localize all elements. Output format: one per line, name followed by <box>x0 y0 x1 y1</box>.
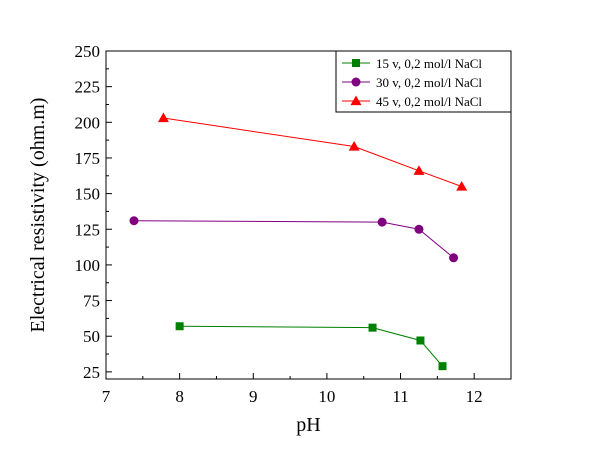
y-tick-label: 25 <box>83 363 100 382</box>
legend-label: 45 v, 0,2 mol/l NaCl <box>376 94 482 109</box>
legend-entry: 45 v, 0,2 mol/l NaCl <box>342 94 482 109</box>
series-line <box>179 325 443 367</box>
series-1 <box>175 322 447 371</box>
series-2 <box>129 216 459 263</box>
x-tick-label: 11 <box>392 387 408 406</box>
y-tick-label: 175 <box>75 149 101 168</box>
x-tick-label: 10 <box>318 387 335 406</box>
legend-entry: 15 v, 0,2 mol/l NaCl <box>342 56 482 71</box>
series-layer <box>129 112 468 371</box>
legend-label: 15 v, 0,2 mol/l NaCl <box>376 56 482 71</box>
legend-marker <box>352 59 360 67</box>
data-point <box>377 217 387 227</box>
ticks-layer: 7 8 9 10 11 12 25 50 75 100 125 150 175 200 225 250 <box>75 42 483 406</box>
data-point <box>449 253 459 263</box>
data-point <box>416 336 425 345</box>
x-axis-title: pH <box>296 414 320 436</box>
legend-marker <box>350 95 362 106</box>
y-tick-label: 75 <box>83 292 100 311</box>
legend-entry: 30 v, 0,2 mol/l NaCl <box>342 75 482 90</box>
x-tick-label: 7 <box>102 387 111 406</box>
y-tick-label: 150 <box>75 185 101 204</box>
y-tick-label: 50 <box>83 327 100 346</box>
y-tick-label: 125 <box>75 220 101 239</box>
legend-label: 30 v, 0,2 mol/l NaCl <box>376 75 482 90</box>
plot-frame <box>105 50 512 380</box>
data-point <box>414 224 424 234</box>
data-point <box>175 322 184 331</box>
series-line <box>133 220 454 259</box>
y-tick-label: 250 <box>75 42 101 61</box>
data-point <box>368 323 377 332</box>
series-3 <box>157 112 468 191</box>
x-tick-label: 12 <box>466 387 483 406</box>
data-point <box>456 180 468 191</box>
series-line <box>163 117 462 187</box>
legend-marker <box>351 77 361 87</box>
data-point <box>157 112 169 123</box>
x-tick-label: 8 <box>175 387 184 406</box>
data-point <box>348 141 360 151</box>
y-tick-label: 100 <box>75 256 101 275</box>
y-tick-label: 200 <box>75 113 101 132</box>
data-point <box>413 165 425 175</box>
y-tick-label: 225 <box>75 78 101 97</box>
data-point <box>129 216 139 226</box>
x-tick-label: 9 <box>249 387 258 406</box>
data-point <box>438 362 447 371</box>
axes-layer <box>105 50 512 380</box>
y-axis-title: Electrical resistivity (ohm.m) <box>27 98 49 333</box>
legend: 15 v, 0,2 mol/l NaCl 30 v, 0,2 mol/l NaCl… <box>335 50 512 113</box>
